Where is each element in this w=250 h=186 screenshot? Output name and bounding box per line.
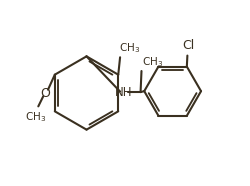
Text: NH: NH [115, 86, 133, 99]
Text: CH$_3$: CH$_3$ [119, 42, 141, 55]
Text: Cl: Cl [182, 39, 194, 52]
Text: O: O [40, 86, 50, 100]
Text: CH$_3$: CH$_3$ [25, 110, 46, 124]
Text: CH$_3$: CH$_3$ [142, 55, 163, 69]
